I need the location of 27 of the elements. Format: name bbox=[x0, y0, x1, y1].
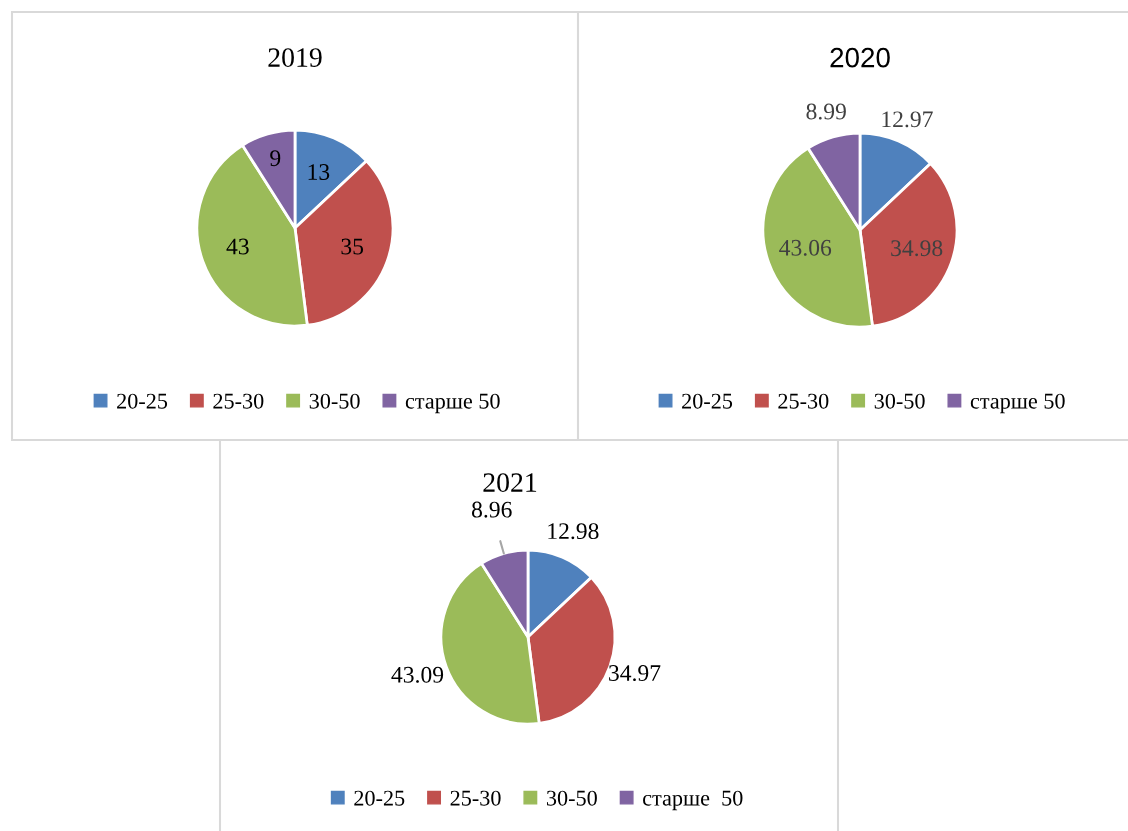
data-label: 12.98 bbox=[548, 523, 599, 540]
legend-label: 25-30 bbox=[213, 393, 264, 409]
legend-label: 20-25 bbox=[682, 393, 733, 409]
legend-label: 20-25 bbox=[117, 393, 168, 409]
legend-label: 25-30 bbox=[778, 393, 829, 409]
legend-label: старше 50 bbox=[970, 393, 1065, 414]
legend-label: старше 50 bbox=[643, 790, 743, 811]
data-label: 43.09 bbox=[391, 666, 444, 683]
data-label: 34.97 bbox=[609, 665, 661, 682]
data-label: 34.98 bbox=[891, 240, 943, 257]
data-label: 8.99 bbox=[806, 103, 846, 120]
chart-title: 2021 bbox=[483, 473, 537, 492]
data-label: 8.96 bbox=[471, 501, 512, 518]
data-label: 12.97 bbox=[882, 111, 933, 128]
data-label: 43.06 bbox=[779, 239, 832, 256]
chart-title: 2020 bbox=[830, 47, 890, 68]
legend-label: 30-50 bbox=[309, 393, 360, 409]
data-label: 9 bbox=[270, 150, 281, 167]
legend-label: 20-25 bbox=[354, 790, 405, 806]
data-label: 13 bbox=[308, 164, 330, 180]
chart-title: 2019 bbox=[268, 48, 322, 67]
data-label: 35 bbox=[341, 238, 364, 255]
legend-label: 30-50 bbox=[546, 790, 597, 806]
data-label: 43 bbox=[226, 238, 249, 255]
legend-label: старше 50 bbox=[405, 393, 500, 414]
legend-label: 25-30 bbox=[450, 790, 501, 806]
legend-label: 30-50 bbox=[874, 393, 925, 409]
